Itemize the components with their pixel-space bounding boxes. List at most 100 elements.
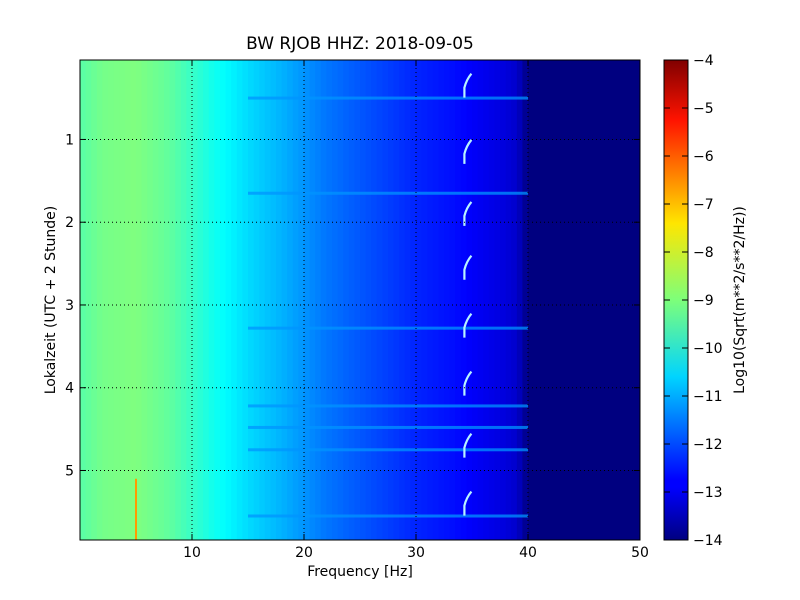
- plot-area: [80, 60, 640, 540]
- spectrogram-column: [455, 60, 462, 540]
- spectrogram-column: [365, 60, 372, 540]
- colorbar-tick-label: −11: [693, 389, 723, 405]
- transient-event: [463, 432, 473, 458]
- spectrogram-column: [231, 60, 238, 540]
- spectrogram-column: [449, 60, 456, 540]
- spectrogram-column: [197, 60, 204, 540]
- y-axis-label: Lokalzeit (UTC + 2 Stunde): [43, 206, 59, 395]
- spectrogram-column: [332, 60, 339, 540]
- transient-event: [463, 255, 473, 280]
- spectrogram-column: [444, 60, 451, 540]
- spectrogram-column: [253, 60, 260, 540]
- spectrogram-column: [141, 60, 148, 540]
- spectrogram-column: [617, 60, 624, 540]
- noisy-row: [248, 514, 528, 518]
- spectrogram-column: [164, 60, 171, 540]
- spectrogram-column: [376, 60, 383, 540]
- transient-event: [463, 139, 473, 164]
- spectrogram-column: [393, 60, 400, 540]
- spectrogram-column: [192, 60, 199, 540]
- spectrogram-column: [567, 60, 574, 540]
- spectrogram-column: [483, 60, 490, 540]
- noisy-row: [248, 326, 528, 330]
- spectrogram-column: [124, 60, 131, 540]
- spectrogram-column: [623, 60, 630, 540]
- spectrogram-column: [584, 60, 591, 540]
- spectrogram-column: [404, 60, 411, 540]
- colorbar-tick-label: −9: [693, 293, 714, 309]
- spectrogram-column: [236, 60, 243, 540]
- spectrogram-column: [371, 60, 378, 540]
- x-tick-label: 20: [295, 545, 313, 561]
- x-tick-label: 30: [407, 545, 425, 561]
- colorbar-tick-label: −5: [693, 101, 714, 117]
- spectrogram-column: [516, 60, 523, 540]
- spectrogram-column: [472, 60, 479, 540]
- colorbar-label: Log10(Sqrt(m**2/s**2/Hz)): [732, 206, 748, 394]
- spectrogram-column: [500, 60, 507, 540]
- spectrogram-column: [130, 60, 137, 540]
- colorbar-ticks: −4 −5 −6 −7 −8 −9 −10 −11 −12 −13 −14: [664, 53, 723, 549]
- spectrogram-column: [136, 60, 143, 540]
- spectrogram-column: [214, 60, 221, 540]
- spectrogram-column: [169, 60, 176, 540]
- noisy-row: [248, 425, 528, 429]
- colorbar-tick-label: −14: [693, 533, 723, 549]
- spectrogram-column: [175, 60, 182, 540]
- spectrogram-column: [600, 60, 607, 540]
- x-tick-label: 50: [631, 545, 649, 561]
- spectrogram-column: [343, 60, 350, 540]
- y-tick-label: 3: [65, 298, 74, 314]
- colorbar-tick-label: −4: [693, 53, 714, 69]
- spectrogram-column: [427, 60, 434, 540]
- spectrogram-column: [152, 60, 159, 540]
- spectrogram-column: [556, 60, 563, 540]
- spectrogram-column: [410, 60, 417, 540]
- spectrogram-column: [298, 60, 305, 540]
- grid-lines: [80, 60, 640, 540]
- spectrogram-column: [612, 60, 619, 540]
- transient-event: [463, 490, 473, 516]
- spectrogram-column: [421, 60, 428, 540]
- spectrogram-column: [488, 60, 495, 540]
- narrow-frequency-line: [135, 478, 137, 540]
- spectrogram-column: [147, 60, 154, 540]
- transient-events: [463, 72, 473, 516]
- spectrogram-column: [203, 60, 210, 540]
- y-tick-label: 5: [65, 463, 74, 479]
- spectrogram-column: [494, 60, 501, 540]
- transient-event: [463, 72, 473, 98]
- narrow-line: [135, 478, 137, 540]
- transient-event: [463, 370, 473, 396]
- spectrogram-column: [91, 60, 98, 540]
- x-tick-label: 40: [519, 545, 537, 561]
- spectrogram-column: [438, 60, 445, 540]
- spectrogram-column: [158, 60, 165, 540]
- spectrogram-column: [309, 60, 316, 540]
- spectrogram-column: [337, 60, 344, 540]
- spectrogram-column: [281, 60, 288, 540]
- spectrogram-column: [113, 60, 120, 540]
- spectrogram-column: [578, 60, 585, 540]
- spectrogram-column: [382, 60, 389, 540]
- spectrogram-columns: [80, 60, 640, 540]
- spectrogram-column: [533, 60, 540, 540]
- spectrogram-column: [186, 60, 193, 540]
- spectrogram-column: [416, 60, 423, 540]
- spectrogram-column: [354, 60, 361, 540]
- transient-event: [463, 201, 473, 226]
- y-tick-label: 1: [65, 132, 74, 148]
- y-tick-label: 4: [65, 381, 74, 397]
- plot-frame: [79, 59, 641, 541]
- colorbar-tick-label: −13: [693, 485, 723, 501]
- noisy-row: [248, 448, 528, 452]
- spectrogram-column: [477, 60, 484, 540]
- x-axis-ticks: 10 20 30 40 50: [183, 60, 649, 561]
- noisy-row: [248, 404, 528, 408]
- colorbar-tick-label: −7: [693, 197, 714, 213]
- spectrogram-column: [225, 60, 232, 540]
- chart-title: BW RJOB HHZ: 2018-09-05: [246, 34, 474, 54]
- spectrogram-column: [259, 60, 266, 540]
- spectrogram-column: [242, 60, 249, 540]
- spectrogram-column: [539, 60, 546, 540]
